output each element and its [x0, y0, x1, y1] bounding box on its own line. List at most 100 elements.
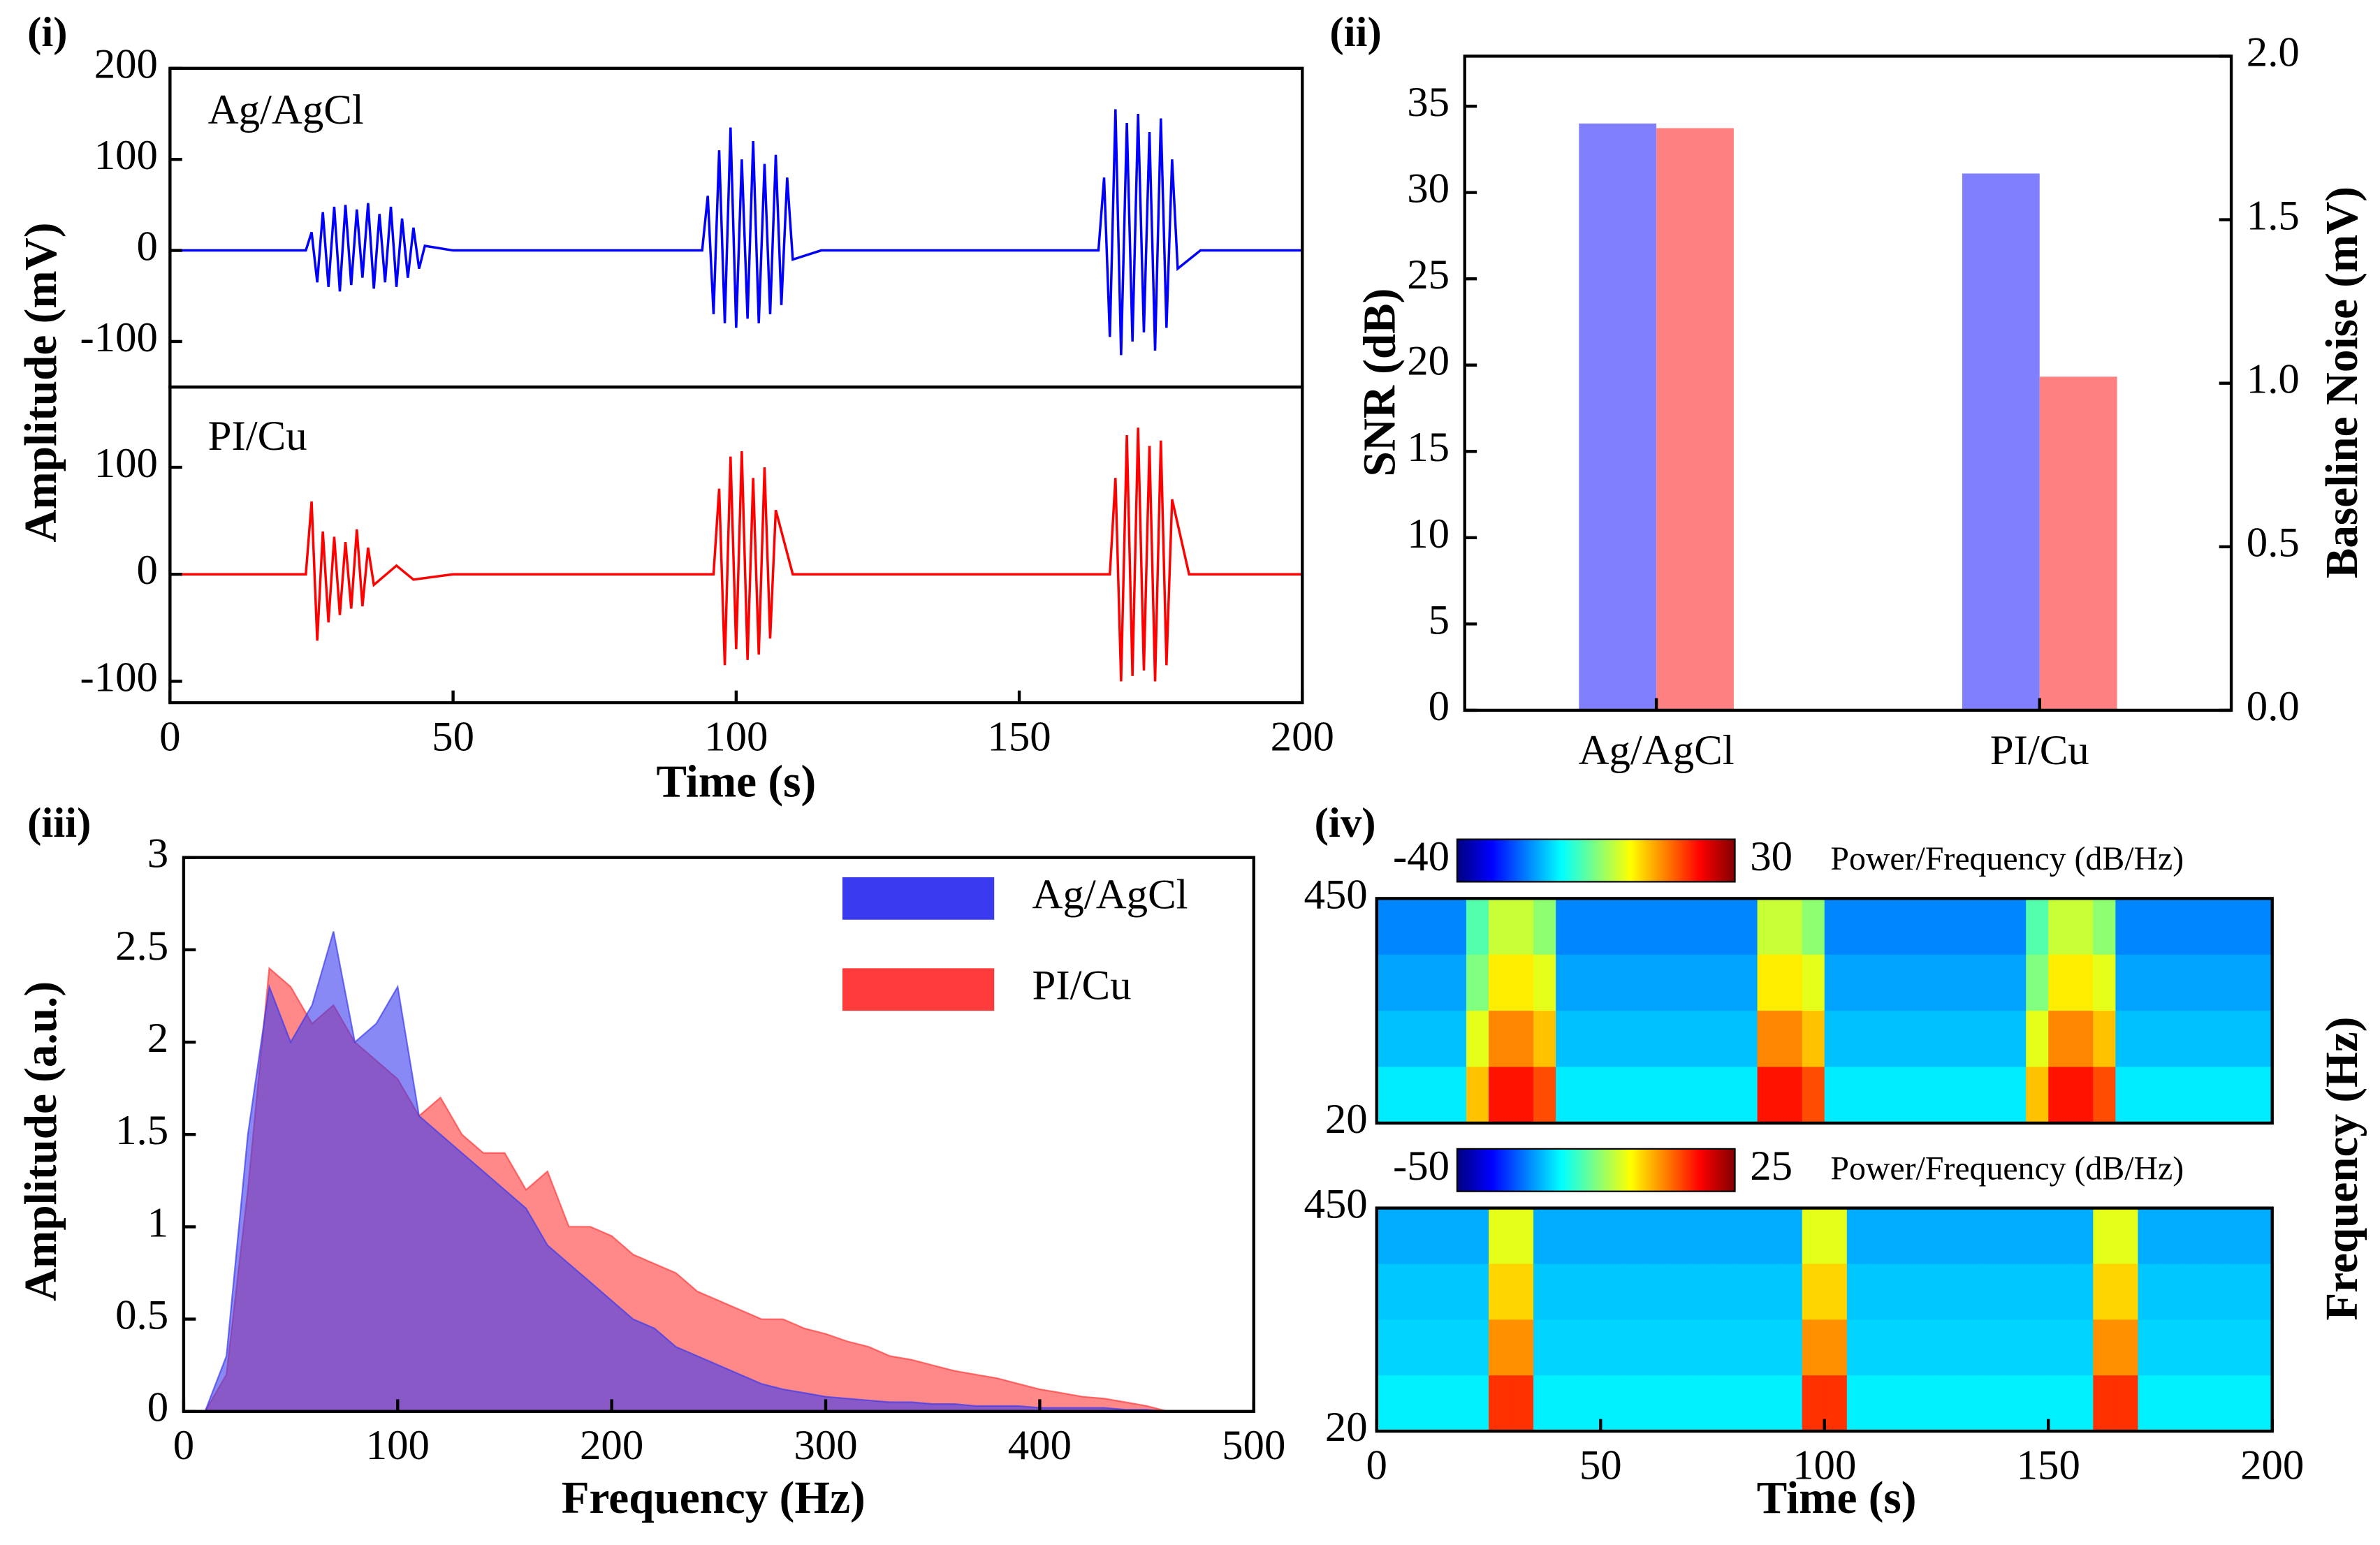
heat-cell: [1824, 1011, 1848, 1068]
heat-cell: [2138, 1067, 2161, 1124]
heat-cell: [2026, 898, 2050, 955]
heat-cell: [2003, 1208, 2027, 1265]
heat-cell: [1936, 1264, 1959, 1321]
heat-cell: [1376, 1011, 1400, 1068]
heat-cell: [2026, 1319, 2050, 1377]
heat-cell: [2093, 954, 2117, 1012]
heat-cell: [1802, 1067, 1825, 1124]
heat-cell: [1690, 1011, 1714, 1068]
heat-cell: [1578, 1319, 1602, 1377]
heat-cell: [1959, 1067, 1982, 1124]
heat-cell: [1913, 1011, 1937, 1068]
heat-cell: [2249, 1208, 2273, 1265]
heat-cell: [1667, 1011, 1691, 1068]
heat-cell: [1936, 898, 1959, 955]
colorbar-max: 30: [1750, 833, 1793, 880]
heat-cell: [1869, 1264, 1892, 1321]
heat-cell: [1802, 1264, 1825, 1321]
heat-cell: [1533, 1319, 1557, 1377]
heat-cell: [1421, 1067, 1445, 1124]
heat-cell: [2205, 954, 2228, 1012]
x-tick-label: 0: [173, 1422, 194, 1469]
heat-cell: [1779, 1208, 1803, 1265]
heat-cell: [1981, 1375, 2005, 1432]
heat-cell: [2048, 1264, 2072, 1321]
y-tick-label: 20: [1407, 338, 1450, 385]
x-tick-label: 200: [2240, 1442, 2304, 1488]
heat-cell: [1399, 1375, 1422, 1432]
heat-cell: [1376, 954, 1400, 1012]
signal-line: [170, 427, 1303, 682]
heat-cell: [2093, 1011, 2117, 1068]
heat-cell: [1623, 1375, 1647, 1432]
heat-cell: [1376, 1375, 1400, 1432]
y-axis-label: Frequency (Hz): [2317, 1017, 2367, 1321]
heat-cell: [1779, 1011, 1803, 1068]
x-tick-label: 100: [1793, 1442, 1856, 1488]
heat-cell: [1981, 898, 2005, 955]
heat-cell: [1645, 1375, 1669, 1432]
heat-cell: [2182, 1375, 2206, 1432]
heat-cell: [1735, 1208, 1758, 1265]
heat-cell: [2003, 1067, 2027, 1124]
heat-cell: [1578, 1208, 1602, 1265]
legend-swatch: [842, 877, 995, 920]
x-tick-label: 500: [1222, 1422, 1285, 1469]
heat-cell: [1824, 1319, 1848, 1377]
heat-cell: [1421, 1319, 1445, 1377]
heat-cell: [1399, 1208, 1422, 1265]
heat-cell: [2249, 1011, 2273, 1068]
heat-cell: [1802, 1011, 1825, 1068]
heat-cell: [2026, 954, 2050, 1012]
heat-cell: [1913, 1319, 1937, 1377]
heat-cell: [1846, 1067, 1870, 1124]
heat-cell: [1489, 1208, 1512, 1265]
heat-cell: [1511, 1208, 1534, 1265]
heat-cell: [2093, 1319, 2117, 1377]
heat-cell: [1690, 898, 1714, 955]
y-tick-label: 1.5: [115, 1107, 168, 1154]
heat-cell: [1421, 1264, 1445, 1321]
heat-cell: [2071, 1067, 2094, 1124]
heat-cell: [1623, 954, 1647, 1012]
heat-cell: [1690, 1208, 1714, 1265]
heat-cell: [2093, 1208, 2117, 1265]
heat-cell: [1623, 1067, 1647, 1124]
panel-label: (ii): [1329, 9, 1381, 56]
heat-cell: [2071, 1375, 2094, 1432]
heat-cell: [1959, 1208, 1982, 1265]
heat-cell: [1623, 1208, 1647, 1265]
heat-cell: [1533, 954, 1557, 1012]
heat-cell: [1936, 1319, 1959, 1377]
heat-cell: [1869, 898, 1892, 955]
heat-cell: [1757, 898, 1781, 955]
heat-cell: [1891, 1264, 1915, 1321]
y2-axis-label: Baseline Noise (mV): [2317, 186, 2367, 578]
heat-cell: [1959, 1264, 1982, 1321]
heat-cell: [1824, 954, 1848, 1012]
heat-cell: [2048, 1319, 2072, 1377]
heat-cell: [1645, 954, 1669, 1012]
colorbar: [1456, 838, 1736, 883]
bar: [1656, 128, 1734, 710]
y2-tick-label: 2.0: [2247, 29, 2300, 75]
heat-cell: [2205, 1011, 2228, 1068]
heat-cell: [1443, 1208, 1467, 1265]
heat-cell: [1779, 1067, 1803, 1124]
heat-cell: [2026, 1375, 2050, 1432]
heat-cell: [1846, 1208, 1870, 1265]
heat-cell: [1712, 954, 1736, 1012]
heat-cell: [1443, 1264, 1467, 1321]
heat-cell: [1735, 1067, 1758, 1124]
heat-cell: [2138, 1375, 2161, 1432]
heat-cell: [1443, 1011, 1467, 1068]
heat-cell: [1959, 1375, 1982, 1432]
heat-cell: [2249, 1319, 2273, 1377]
heat-cell: [1735, 898, 1758, 955]
heat-cell: [1578, 1011, 1602, 1068]
heat-cell: [2003, 1011, 2027, 1068]
heat-cell: [1913, 898, 1937, 955]
heat-cell: [1757, 1067, 1781, 1124]
x-tick-label: 150: [987, 713, 1051, 760]
